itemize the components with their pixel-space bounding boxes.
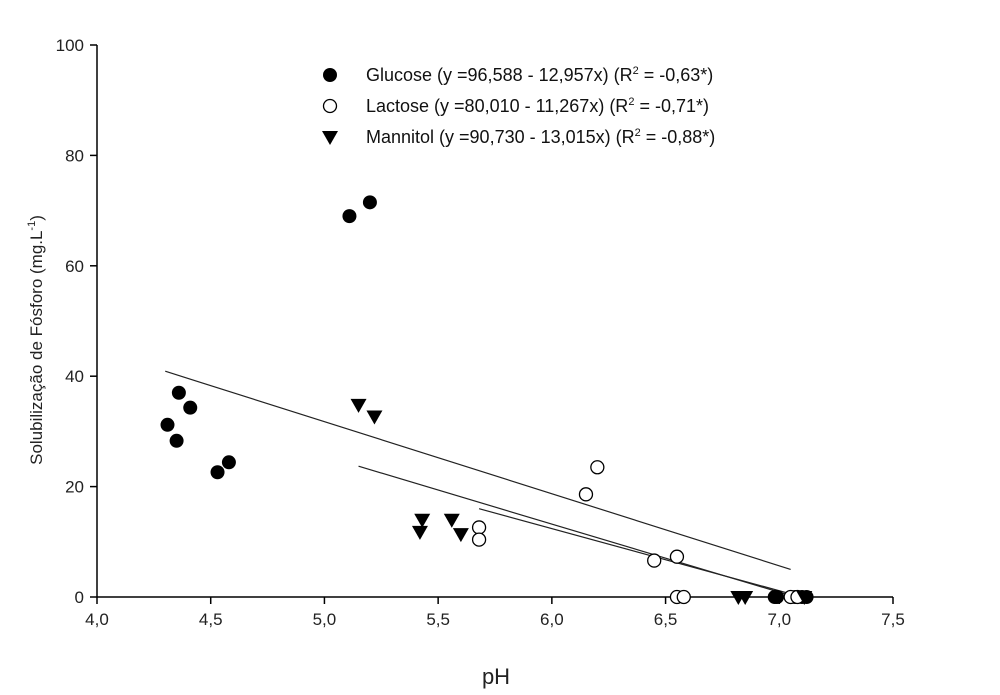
point-glucose [770, 590, 785, 604]
point-glucose [362, 195, 377, 210]
legend-marker-glucose [323, 68, 337, 82]
point-glucose [210, 465, 225, 480]
y-tick-label: 0 [75, 588, 84, 607]
point-mannitol [411, 525, 428, 540]
point-glucose [160, 417, 175, 432]
point-lactose [647, 553, 662, 568]
point-glucose [342, 209, 357, 224]
x-tick-label: 7,5 [881, 610, 905, 629]
fit-line-mannitol [358, 465, 787, 595]
regression-lines [165, 370, 803, 598]
point-lactose [590, 460, 605, 475]
data-points [160, 195, 814, 605]
y-axis-title-sup: -1 [26, 221, 38, 231]
point-lactose [471, 520, 487, 535]
point-lactose [669, 549, 685, 564]
y-tick-label: 80 [65, 146, 84, 165]
point-glucose [169, 433, 184, 448]
x-tick-label: 7,0 [767, 610, 791, 629]
point-mannitol [350, 398, 367, 413]
legend: Glucose (y =96,588 - 12,957x) (R2 = -0,6… [322, 65, 715, 147]
point-mannitol [452, 528, 469, 543]
x-tick-label: 5,5 [426, 610, 450, 629]
x-tick-label: 4,0 [85, 610, 109, 629]
y-tick-label: 40 [65, 367, 84, 386]
point-lactose [676, 589, 691, 605]
x-tick-label: 6,0 [540, 610, 564, 629]
point-glucose [171, 385, 186, 400]
point-glucose [183, 400, 198, 415]
y-axis-title-tail: ) [27, 215, 46, 221]
y-axis-title: Solubilização de Fósforo (mg.L-1) [26, 215, 46, 465]
legend-marker-mannitol [322, 131, 338, 145]
point-lactose [578, 487, 594, 502]
x-tick-label: 4,5 [199, 610, 223, 629]
legend-label-mannitol: Mannitol (y =90,730 - 13,015x) (R2 = -0,… [366, 127, 715, 147]
legend-marker-lactose [322, 98, 338, 114]
axes: 0 20 40 60 80 100 4,0 4,5 5,0 5,5 6,0 6,5 7,0 7,5 [56, 36, 905, 629]
legend-label-lactose: Lactose (y =80,010 - 11,267x) (R2 = -0,7… [366, 96, 709, 116]
x-axis-title: pH [482, 664, 510, 689]
point-glucose [221, 455, 236, 470]
point-mannitol [443, 513, 460, 528]
point-mannitol [796, 591, 813, 605]
point-mannitol [366, 410, 383, 425]
fit-line-glucose [165, 370, 791, 570]
point-mannitol [737, 591, 754, 605]
y-tick-label: 100 [56, 36, 84, 55]
x-tick-label: 6,5 [654, 610, 678, 629]
y-tick-label: 20 [65, 478, 84, 497]
x-tick-label: 5,0 [313, 610, 337, 629]
point-mannitol [414, 513, 431, 528]
point-lactose [471, 532, 487, 547]
legend-label-glucose: Glucose (y =96,588 - 12,957x) (R2 = -0,6… [366, 65, 713, 85]
y-tick-label: 60 [65, 257, 84, 276]
y-axis-title-main: Solubilização de Fósforo (mg.L [27, 231, 46, 465]
